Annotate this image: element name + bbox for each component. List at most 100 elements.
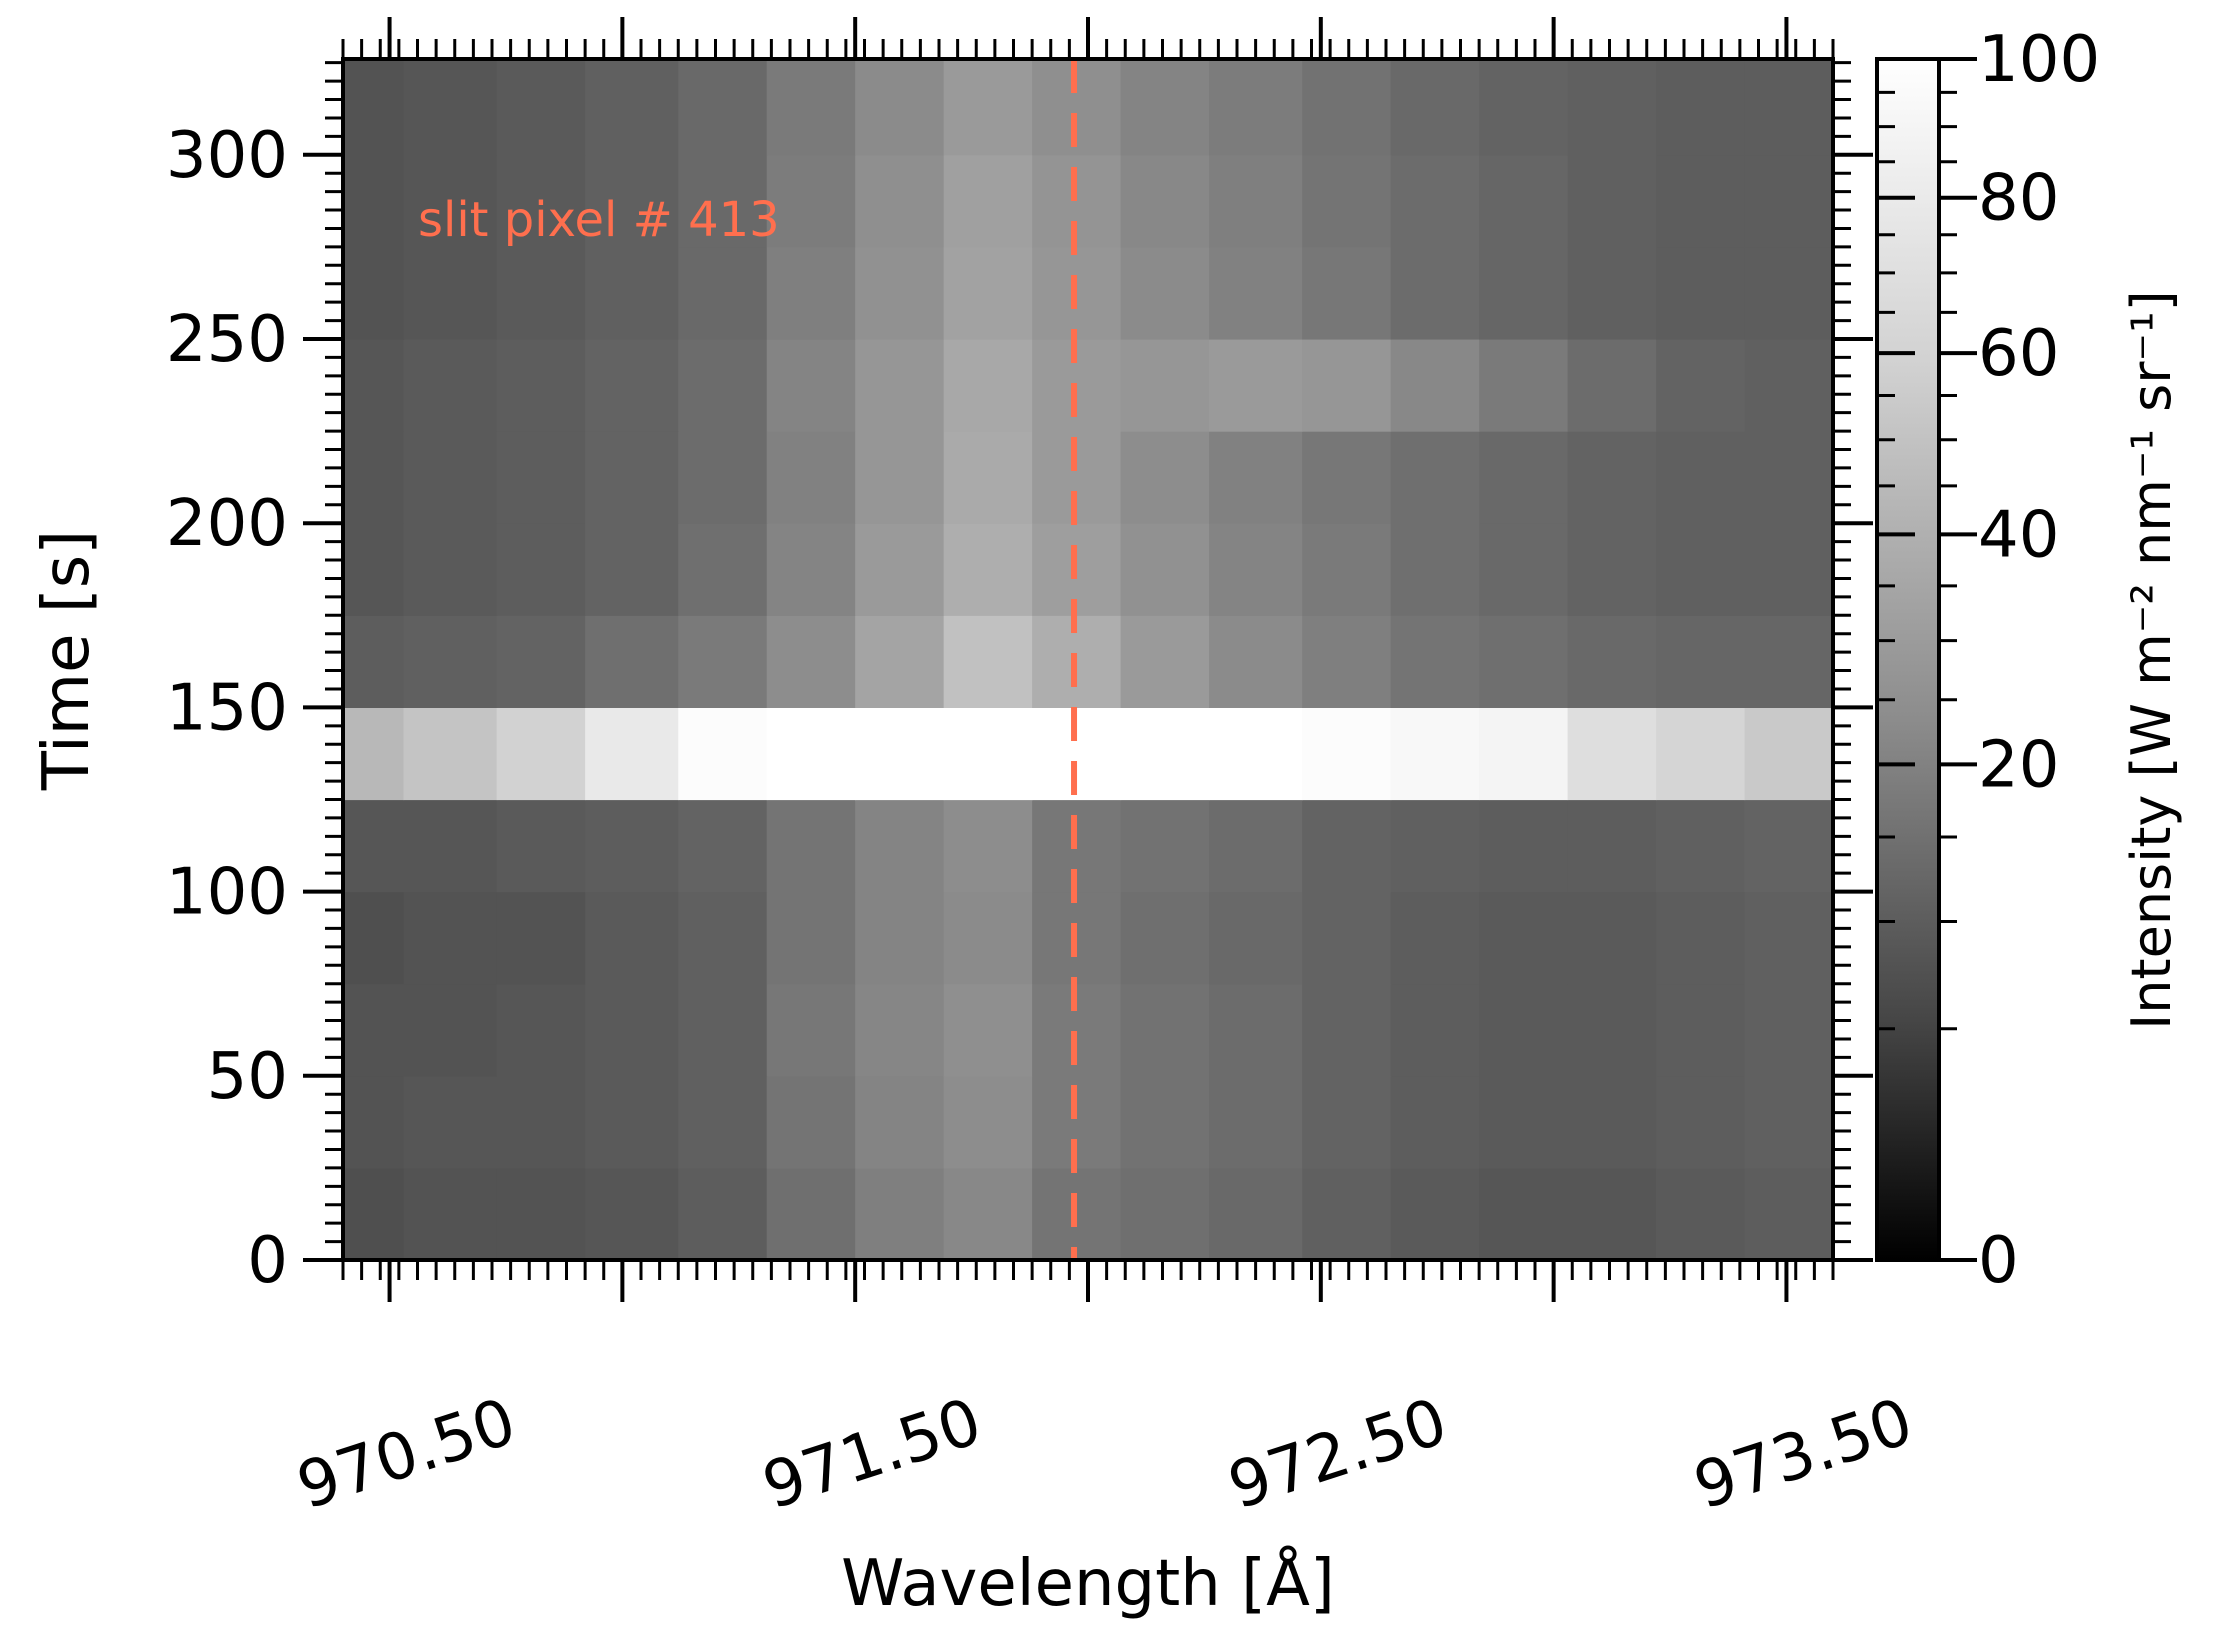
heatmap-cell	[585, 799, 679, 893]
heatmap-cell	[766, 983, 856, 1077]
colorbar-tick-label: 40	[1978, 498, 2059, 572]
colorbar-tick-label: 60	[1978, 317, 2059, 391]
heatmap-cell	[678, 59, 768, 156]
heatmap-cell	[855, 983, 945, 1077]
heatmap-cell	[403, 983, 498, 1077]
heatmap-cell	[496, 154, 586, 248]
heatmap-cell	[403, 523, 498, 616]
heatmap-cell	[943, 707, 1033, 801]
heatmap-cell	[1302, 983, 1392, 1077]
heatmap-cell	[1479, 707, 1569, 801]
heatmap-cell	[1302, 59, 1392, 156]
heatmap-cell	[1209, 154, 1303, 248]
heatmap-cell	[1656, 707, 1746, 801]
heatmap-cell	[1656, 983, 1746, 1077]
heatmap-cell	[585, 891, 679, 985]
heatmap-cell	[1656, 1075, 1746, 1169]
heatmap-cell	[678, 707, 768, 801]
heatmap-cell	[1479, 799, 1569, 893]
heatmap-cell	[1209, 983, 1303, 1077]
heatmap-cell	[1302, 246, 1392, 340]
x-tick-label: 970.50	[289, 1385, 525, 1525]
heatmap-cell	[403, 1167, 498, 1260]
heatmap-cell	[343, 1167, 405, 1260]
heatmap-cell	[1479, 523, 1569, 616]
heatmap-cell	[1120, 799, 1210, 893]
x-tick-label: 973.50	[1686, 1385, 1922, 1525]
heatmap-cell	[343, 707, 405, 801]
heatmap-cell	[1209, 799, 1303, 893]
y-tick-label: 0	[247, 1224, 288, 1298]
colorbar-title: Intensity [W m⁻² nm⁻¹ sr⁻¹]	[2120, 290, 2183, 1029]
heatmap-cell	[1479, 1167, 1569, 1260]
heatmap-cell	[855, 154, 945, 248]
heatmap-cell	[496, 1167, 586, 1260]
heatmap-cell	[1744, 246, 1833, 340]
heatmap-cell	[1567, 154, 1657, 248]
heatmap-cell	[1479, 983, 1569, 1077]
heatmap-cell	[496, 431, 586, 524]
heatmap-cell	[1390, 891, 1480, 985]
heatmap-cell	[1120, 154, 1210, 248]
heatmap-cell	[766, 154, 856, 248]
heatmap-cell	[496, 983, 586, 1077]
heatmap-cell	[1656, 1167, 1746, 1260]
y-tick-label: 300	[166, 119, 288, 193]
colorbar-tick-labels: 0 20 40 60 80 100	[1978, 23, 2100, 1298]
heatmap-cell	[1390, 799, 1480, 893]
heatmap-cell	[1567, 891, 1657, 985]
heatmap-cell	[678, 799, 768, 893]
heatmap-cell	[343, 59, 405, 156]
heatmap-cell	[943, 1075, 1033, 1169]
heatmap-cell	[678, 983, 768, 1077]
heatmap-cell	[1567, 523, 1657, 616]
heatmap-cell	[1209, 1167, 1303, 1260]
heatmap-cell	[1479, 1075, 1569, 1169]
heatmap-cell	[766, 338, 856, 432]
heatmap-cell	[343, 154, 405, 248]
heatmap-cell	[1209, 891, 1303, 985]
heatmap-cell	[1390, 431, 1480, 524]
heatmap-cell	[1302, 431, 1392, 524]
heatmap-cell	[1209, 1075, 1303, 1169]
heatmap-cell	[1302, 338, 1392, 432]
heatmap-cell	[678, 431, 768, 524]
heatmap-cell	[678, 891, 768, 985]
heatmap-cell	[1744, 707, 1833, 801]
heatmap-cell	[678, 338, 768, 432]
heatmap-cell	[585, 246, 679, 340]
heatmap-cell	[1209, 59, 1303, 156]
heatmap-cell	[1479, 615, 1569, 708]
heatmap-cell	[496, 1075, 586, 1169]
heatmap-cell	[343, 523, 405, 616]
heatmap-cell	[403, 615, 498, 708]
heatmap-cell	[496, 59, 586, 156]
heatmap-cell	[1390, 615, 1480, 708]
y-axis-ticks	[303, 61, 1873, 1262]
heatmap-cell	[403, 246, 498, 340]
heatmap-cell	[1744, 1167, 1833, 1260]
heatmap-cell	[766, 615, 856, 708]
x-tick-label: 972.50	[1220, 1385, 1456, 1525]
heatmap-cell	[855, 1167, 945, 1260]
heatmap-cell	[1120, 983, 1210, 1077]
heatmap-cell	[585, 523, 679, 616]
heatmap-cell	[585, 338, 679, 432]
heatmap-cell	[1120, 891, 1210, 985]
heatmap-cell	[496, 246, 586, 340]
heatmap-cell	[1479, 59, 1569, 156]
heatmap-cell	[1390, 983, 1480, 1077]
heatmap-cell	[1302, 154, 1392, 248]
heatmap-cell	[1479, 431, 1569, 524]
heatmap-cell	[943, 1167, 1033, 1260]
heatmap-cell	[1120, 523, 1210, 616]
heatmap-cells	[343, 59, 1833, 1260]
x-axis-title: Wavelength [Å]	[841, 1545, 1335, 1621]
heatmap-cell	[855, 799, 945, 893]
x-tick-labels: 970.50 971.50 972.50 973.50	[289, 1385, 1922, 1525]
heatmap-cell	[1567, 799, 1657, 893]
heatmap-cell	[1479, 891, 1569, 985]
annotation-label: slit pixel # 413	[418, 192, 780, 248]
heatmap-cell	[766, 59, 856, 156]
heatmap-cell	[1567, 431, 1657, 524]
